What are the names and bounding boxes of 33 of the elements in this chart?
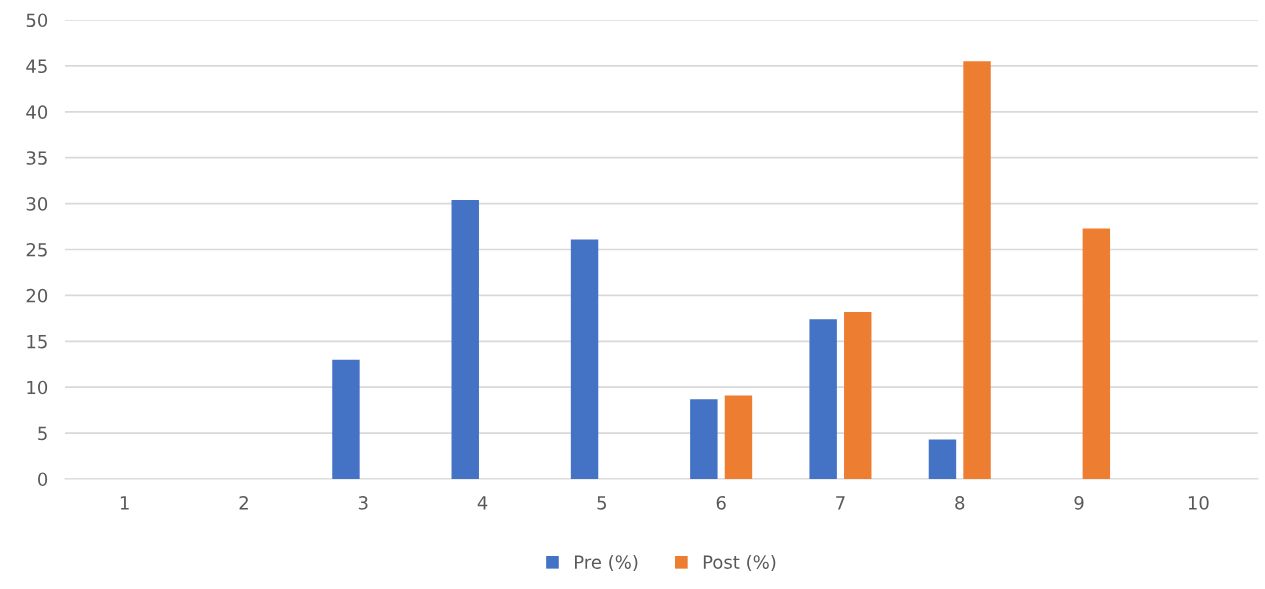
bar: [690, 399, 718, 479]
x-tick-label: 2: [239, 495, 248, 510]
y-tick-label: 5: [38, 426, 47, 441]
y-tick-label: 0: [38, 472, 48, 487]
x-tick-label: 3: [358, 495, 368, 510]
y-tick-label: 15: [27, 335, 47, 349]
y-tick-label: 45: [26, 59, 47, 74]
bar: [570, 239, 599, 479]
bar: [1082, 228, 1111, 479]
y-tick-label: 10: [27, 380, 48, 395]
bar: [809, 319, 837, 479]
bar: [963, 61, 991, 479]
bar: [332, 359, 360, 479]
x-tick-label: 8: [955, 495, 965, 510]
x-tick-label: 5: [597, 496, 607, 510]
x-tick-label: 6: [716, 495, 726, 510]
x-tick-label: 7: [836, 496, 845, 510]
y-tick-label: 25: [26, 242, 47, 257]
x-tick-label: 1: [120, 496, 129, 510]
bar: [844, 311, 872, 479]
bar: [928, 439, 957, 479]
y-tick-label: 20: [26, 288, 48, 303]
legend-label: Post (%): [703, 554, 776, 572]
y-tick-label: 40: [26, 105, 48, 119]
bar: [451, 199, 479, 479]
bar: [724, 395, 753, 479]
y-tick-label: 30: [26, 197, 48, 211]
x-tick-label: 10: [1188, 495, 1209, 510]
legend-label: Pre (%): [575, 554, 638, 572]
y-tick-label: 35: [26, 151, 47, 165]
x-tick-label: 9: [1074, 495, 1084, 510]
y-tick-label: 50: [26, 13, 48, 28]
x-tick-label: 4: [477, 496, 488, 510]
